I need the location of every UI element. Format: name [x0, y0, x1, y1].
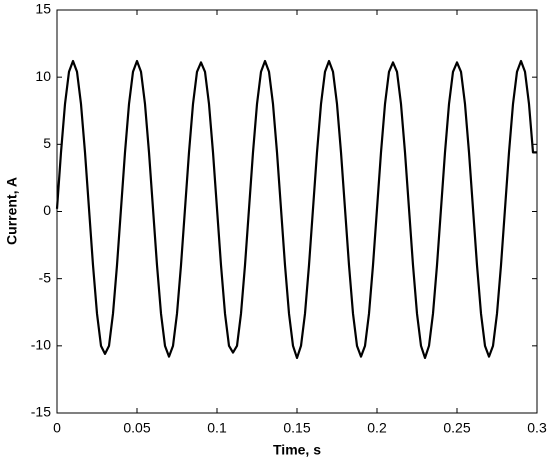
x-axis-label: Time, s	[273, 442, 321, 458]
x-tick-label: 0.15	[283, 420, 310, 436]
x-tick-label: 0	[53, 420, 61, 436]
x-tick-label: 0.05	[123, 420, 150, 436]
y-tick-label: -15	[31, 404, 51, 420]
y-tick-label: 10	[35, 68, 51, 84]
axes-box	[56, 9, 538, 414]
y-tick-label: 0	[43, 202, 51, 218]
y-tick-label: -5	[39, 269, 52, 285]
y-tick-label: -10	[31, 337, 51, 353]
x-tick-label: 0.1	[207, 420, 227, 436]
line	[55, 59, 537, 360]
y-tick-label: 5	[43, 135, 51, 151]
x-tick-label: 0.3	[527, 420, 547, 436]
y-tick-label: 15	[35, 1, 51, 17]
x-tick-label: 0.25	[443, 420, 470, 436]
y-axis-label: Current, A	[4, 177, 20, 245]
x-tick-label: 0.2	[367, 420, 387, 436]
